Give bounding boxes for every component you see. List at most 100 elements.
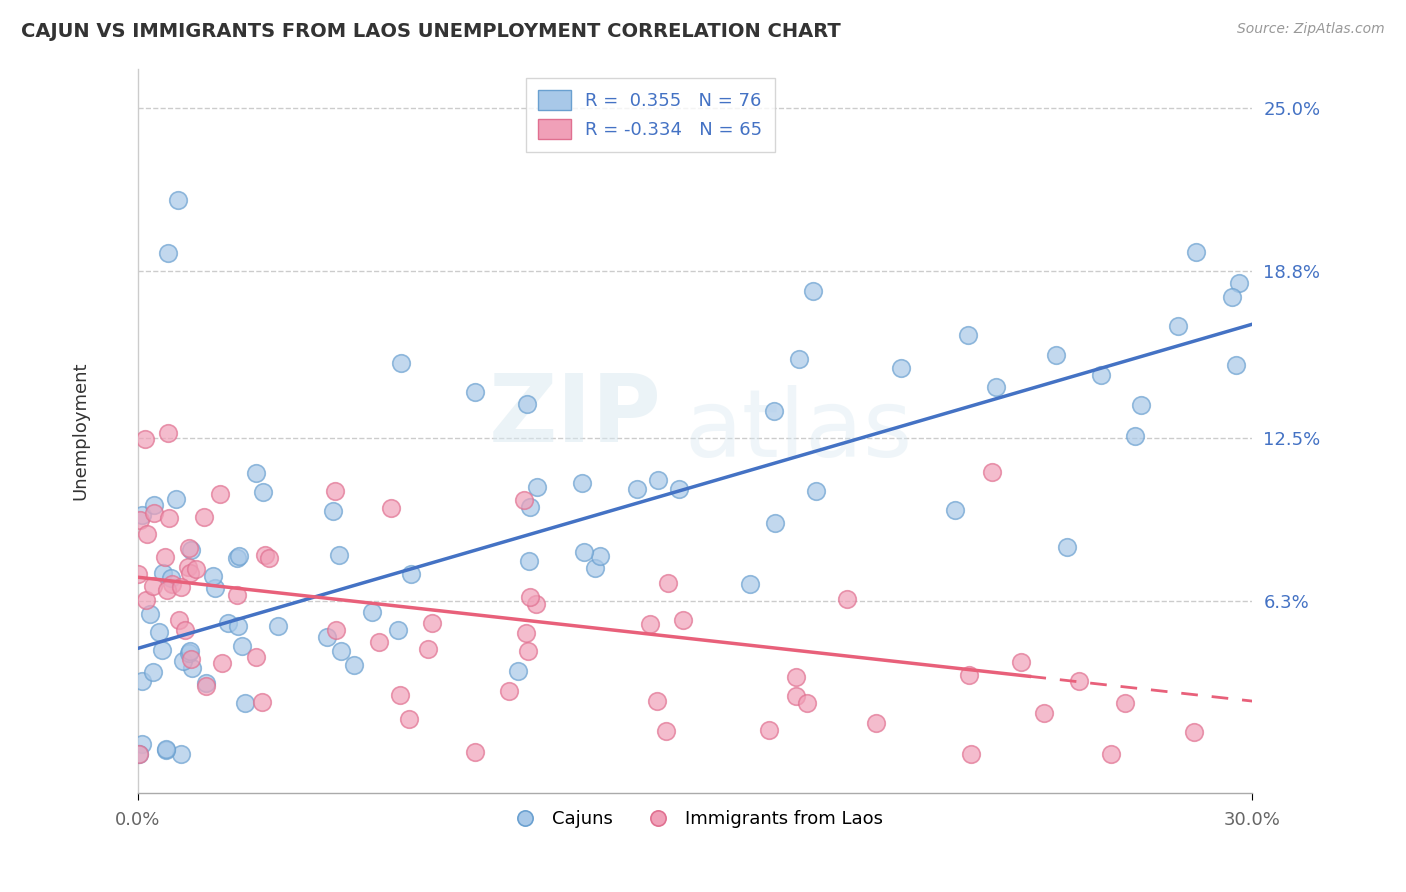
Point: [325, 623, 347, 637]
Point: [498, 684, 520, 698]
Point: [763, 404, 786, 418]
Point: [890, 360, 912, 375]
Point: [167, 613, 190, 627]
Point: [389, 356, 412, 370]
Point: [1225, 358, 1247, 372]
Point: [398, 712, 420, 726]
Point: [1045, 348, 1067, 362]
Text: atlas: atlas: [683, 385, 912, 477]
Text: Source: ZipAtlas.com: Source: ZipAtlas.com: [1237, 22, 1385, 37]
Point: [267, 618, 290, 632]
Y-axis label: Unemployment: Unemployment: [72, 361, 89, 500]
Point: [1182, 724, 1205, 739]
Point: [740, 577, 762, 591]
Point: [329, 644, 352, 658]
Point: [789, 351, 811, 366]
Point: [572, 545, 595, 559]
Point: [943, 503, 966, 517]
Point: [184, 562, 207, 576]
Point: [179, 644, 201, 658]
Point: [672, 613, 695, 627]
Point: [160, 577, 183, 591]
Point: [148, 625, 170, 640]
Point: [128, 513, 150, 527]
Point: [571, 476, 593, 491]
Point: [226, 588, 249, 602]
Point: [1123, 429, 1146, 443]
Point: [959, 668, 981, 682]
Point: [316, 630, 339, 644]
Point: [150, 643, 173, 657]
Point: [1010, 656, 1032, 670]
Point: [380, 501, 402, 516]
Point: [174, 623, 197, 637]
Point: [645, 694, 668, 708]
Point: [135, 593, 157, 607]
Point: [626, 482, 648, 496]
Point: [785, 689, 807, 703]
Point: [157, 511, 180, 525]
Point: [368, 634, 391, 648]
Point: [131, 508, 153, 522]
Point: [155, 742, 177, 756]
Point: [464, 384, 486, 399]
Point: [328, 549, 350, 563]
Text: CAJUN VS IMMIGRANTS FROM LAOS UNEMPLOYMENT CORRELATION CHART: CAJUN VS IMMIGRANTS FROM LAOS UNEMPLOYME…: [21, 22, 841, 41]
Point: [519, 500, 541, 514]
Point: [1220, 290, 1243, 304]
Point: [1033, 706, 1056, 721]
Point: [420, 616, 443, 631]
Point: [322, 504, 344, 518]
Point: [165, 492, 187, 507]
Point: [170, 747, 193, 761]
Point: [589, 549, 612, 563]
Point: [127, 566, 149, 581]
Point: [655, 724, 678, 739]
Point: [245, 466, 267, 480]
Point: [519, 591, 541, 605]
Point: [181, 661, 204, 675]
Point: [142, 498, 165, 512]
Point: [142, 506, 165, 520]
Point: [209, 486, 232, 500]
Legend: Cajuns, Immigrants from Laos: Cajuns, Immigrants from Laos: [499, 803, 890, 835]
Point: [1167, 319, 1189, 334]
Point: [399, 567, 422, 582]
Point: [259, 551, 281, 566]
Point: [253, 548, 276, 562]
Point: [516, 396, 538, 410]
Point: [464, 746, 486, 760]
Point: [177, 646, 200, 660]
Point: [1129, 398, 1152, 412]
Point: [1227, 276, 1250, 290]
Point: [416, 642, 439, 657]
Point: [217, 616, 239, 631]
Point: [785, 669, 807, 683]
Point: [204, 581, 226, 595]
Point: [250, 695, 273, 709]
Point: [141, 579, 163, 593]
Point: [323, 484, 346, 499]
Point: [193, 509, 215, 524]
Point: [515, 626, 537, 640]
Point: [139, 607, 162, 622]
Point: [957, 327, 980, 342]
Point: [177, 541, 200, 555]
Point: [960, 747, 983, 761]
Point: [583, 561, 606, 575]
Point: [131, 674, 153, 689]
Point: [389, 688, 412, 702]
Point: [155, 743, 177, 757]
Point: [668, 482, 690, 496]
Point: [180, 543, 202, 558]
Text: ZIP: ZIP: [489, 370, 662, 462]
Point: [984, 380, 1007, 394]
Point: [252, 485, 274, 500]
Point: [128, 747, 150, 761]
Point: [981, 465, 1004, 479]
Point: [142, 665, 165, 679]
Point: [513, 492, 536, 507]
Point: [517, 554, 540, 568]
Point: [801, 284, 824, 298]
Point: [131, 737, 153, 751]
